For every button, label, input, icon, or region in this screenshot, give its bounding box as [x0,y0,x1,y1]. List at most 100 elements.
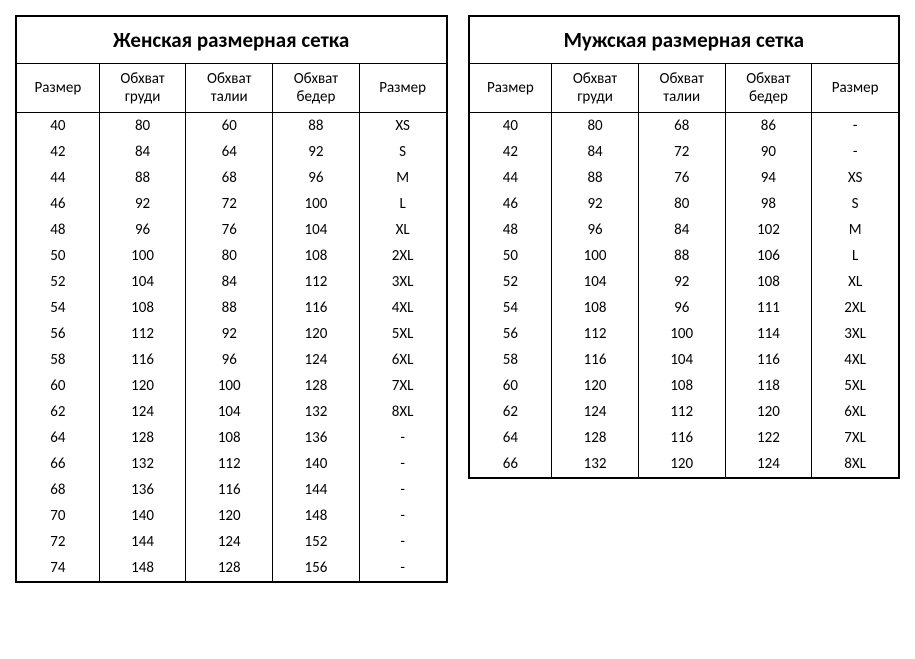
table-cell: 108 [638,373,725,399]
table-row: 621241041328XL [16,399,447,425]
table-cell: 44 [16,165,99,191]
table-cell: M [812,217,899,243]
table-cell: 120 [99,373,186,399]
table-cell: 92 [186,321,273,347]
table-cell: 50 [16,243,99,269]
table-cell: 124 [725,451,812,478]
table-row: 68136116144- [16,477,447,503]
table-cell: 64 [186,139,273,165]
table-cell: 96 [552,217,639,243]
table-cell: 136 [99,477,186,503]
table-cell: 46 [469,191,552,217]
table-cell: 52 [469,269,552,295]
table-cell: 7XL [359,373,446,399]
table-cell: 116 [725,347,812,373]
table-row: 74148128156- [16,555,447,582]
column-header: Размер [359,64,446,113]
table-cell: 3XL [359,269,446,295]
table-cell: 104 [186,399,273,425]
table-cell: 4XL [359,295,446,321]
table-row: 601201081185XL [469,373,900,399]
table-cell: 90 [725,139,812,165]
table-cell: 88 [638,243,725,269]
table-cell: 40 [16,113,99,140]
table-cell: - [359,477,446,503]
table-row: 661321201248XL [469,451,900,478]
female-size-table: Женская размерная сетка РазмерОбхватгруд… [15,15,448,583]
table-cell: 88 [552,165,639,191]
table-cell: 66 [16,451,99,477]
table-cell: L [812,243,899,269]
table-cell: 6XL [812,399,899,425]
table-cell: 144 [99,529,186,555]
column-header: Обхватбедер [725,64,812,113]
table-cell: 118 [725,373,812,399]
table-cell: 108 [99,295,186,321]
table-cell: 6XL [359,347,446,373]
table-row: 56112921205XL [16,321,447,347]
male-header-row: РазмерОбхватгрудиОбхватталииОбхватбедерР… [469,64,900,113]
table-cell: 144 [273,477,360,503]
table-cell: 100 [99,243,186,269]
table-cell: 98 [725,191,812,217]
table-cell: 124 [99,399,186,425]
table-row: 70140120148- [16,503,447,529]
table-row: 54108961112XL [469,295,900,321]
table-cell: 80 [638,191,725,217]
table-cell: 44 [469,165,552,191]
table-cell: M [359,165,446,191]
table-cell: 88 [273,113,360,140]
female-table-title: Женская размерная сетка [16,16,447,64]
table-cell: 80 [552,113,639,140]
table-cell: 3XL [812,321,899,347]
column-header: Обхватталии [186,64,273,113]
table-cell: - [359,503,446,529]
table-cell: 84 [552,139,639,165]
table-row: 469272100L [16,191,447,217]
table-cell: 54 [16,295,99,321]
table-cell: 116 [186,477,273,503]
table-cell: L [359,191,446,217]
table-cell: 62 [16,399,99,425]
table-cell: 120 [638,451,725,478]
table-cell: 124 [552,399,639,425]
table-row: 46928098S [469,191,900,217]
table-cell: 56 [469,321,552,347]
table-cell: 76 [638,165,725,191]
table-cell: 64 [16,425,99,451]
table-row: 64128108136- [16,425,447,451]
table-cell: - [359,555,446,582]
table-cell: 50 [469,243,552,269]
table-row: 44886896M [16,165,447,191]
table-cell: 120 [186,503,273,529]
table-cell: 84 [638,217,725,243]
male-table-title: Мужская размерная сетка [469,16,900,64]
table-cell: 60 [186,113,273,140]
table-cell: XS [812,165,899,191]
table-cell: 68 [186,165,273,191]
table-cell: 48 [469,217,552,243]
table-cell: 104 [273,217,360,243]
table-cell: S [812,191,899,217]
table-cell: 100 [552,243,639,269]
table-cell: 48 [16,217,99,243]
column-header: Обхватгруди [552,64,639,113]
table-cell: 72 [16,529,99,555]
table-cell: 122 [725,425,812,451]
table-cell: 80 [99,113,186,140]
table-row: 5010088106L [469,243,900,269]
table-cell: 60 [16,373,99,399]
male-size-table: Мужская размерная сетка РазмерОбхватгруд… [468,15,901,479]
table-cell: 2XL [359,243,446,269]
table-cell: 100 [186,373,273,399]
column-header: Размер [16,64,99,113]
table-cell: XS [359,113,446,140]
table-cell: 92 [99,191,186,217]
table-cell: 128 [552,425,639,451]
table-cell: 5XL [812,373,899,399]
table-cell: 111 [725,295,812,321]
table-cell: 96 [186,347,273,373]
table-cell: 96 [273,165,360,191]
table-cell: 120 [273,321,360,347]
table-cell: 132 [273,399,360,425]
